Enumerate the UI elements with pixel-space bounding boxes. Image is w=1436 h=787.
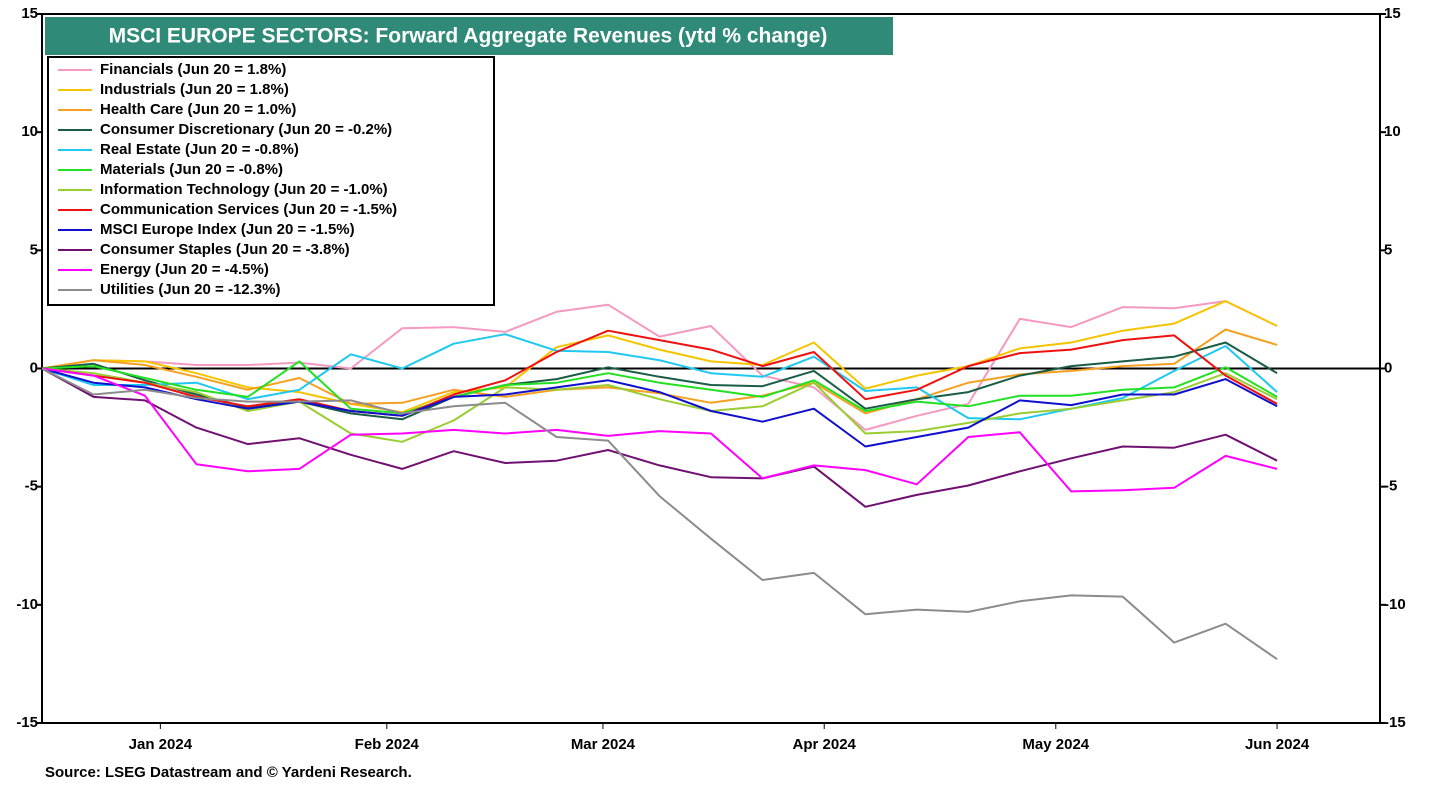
legend-label: MSCI Europe Index (Jun 20 = -1.5%) xyxy=(100,221,355,238)
series-line xyxy=(41,328,1278,415)
y-tick-label: 0 xyxy=(30,359,38,376)
series-line xyxy=(41,367,1278,508)
series-line xyxy=(41,300,1278,414)
y-tick-label: 5 xyxy=(30,241,38,258)
legend-label: Communication Services (Jun 20 = -1.5%) xyxy=(100,201,397,218)
source-note: Source: LSEG Datastream and © Yardeni Re… xyxy=(45,764,412,781)
y2-tick-label: -10 xyxy=(1384,596,1406,613)
chart-title: MSCI EUROPE SECTORS: Forward Aggregate R… xyxy=(109,25,828,48)
x-tick-label: Jun 2024 xyxy=(1245,736,1310,753)
legend-label: Real Estate (Jun 20 = -0.8%) xyxy=(100,141,299,158)
y-tick-label: 10 xyxy=(21,123,38,140)
y-tick-label: -5 xyxy=(25,478,38,495)
x-tick-label: May 2024 xyxy=(1022,736,1089,753)
legend-label: Industrials (Jun 20 = 1.8%) xyxy=(100,81,289,98)
y-tick-label: -10 xyxy=(16,596,38,613)
series-line xyxy=(41,360,1278,415)
axes: -15 -15 -10 -10 -5 -5 0 0 5 5 10 10 15 15 Jan 2024 Feb … xyxy=(16,5,1405,753)
y2-tick-label: 0 xyxy=(1384,359,1392,376)
y2-tick-label: 10 xyxy=(1384,123,1401,140)
legend-label: Materials (Jun 20 = -0.8%) xyxy=(100,161,283,178)
legend-label: Information Technology (Jun 20 = -1.0%) xyxy=(100,181,388,198)
series-line xyxy=(41,367,1278,443)
x-tick-label: Feb 2024 xyxy=(355,736,420,753)
y2-tick-label: -5 xyxy=(1384,478,1397,495)
legend-label: Financials (Jun 20 = 1.8%) xyxy=(100,61,286,78)
y2-tick-label: 15 xyxy=(1384,5,1401,22)
series-line xyxy=(41,300,1278,431)
series-line xyxy=(41,329,1278,417)
series-line xyxy=(41,367,1278,661)
lines xyxy=(41,300,1278,661)
legend-box xyxy=(47,56,495,306)
legend-label: Health Care (Jun 20 = 1.0%) xyxy=(100,101,296,118)
legend-label: Consumer Staples (Jun 20 = -3.8%) xyxy=(100,241,350,258)
series-line xyxy=(41,367,1278,448)
legend-label: Energy (Jun 20 = -4.5%) xyxy=(100,261,269,278)
y-tick-label: 15 xyxy=(21,5,38,22)
y-tick-label: -15 xyxy=(16,714,38,731)
x-tick-label: Mar 2024 xyxy=(571,736,636,753)
x-tick-label: Apr 2024 xyxy=(793,736,857,753)
title-box xyxy=(45,17,893,55)
x-tick-label: Jan 2024 xyxy=(129,736,193,753)
legend-label: Utilities (Jun 20 = -12.3%) xyxy=(100,281,280,298)
series-line xyxy=(41,367,1278,493)
y2-tick-label: 5 xyxy=(1384,241,1392,258)
y2-tick-label: -15 xyxy=(1384,714,1406,731)
series-line xyxy=(41,341,1278,421)
legend: Financials (Jun 20 = 1.8%) Industrials (J… xyxy=(58,61,397,298)
legend-label: Consumer Discretionary (Jun 20 = -0.2%) xyxy=(100,121,392,138)
